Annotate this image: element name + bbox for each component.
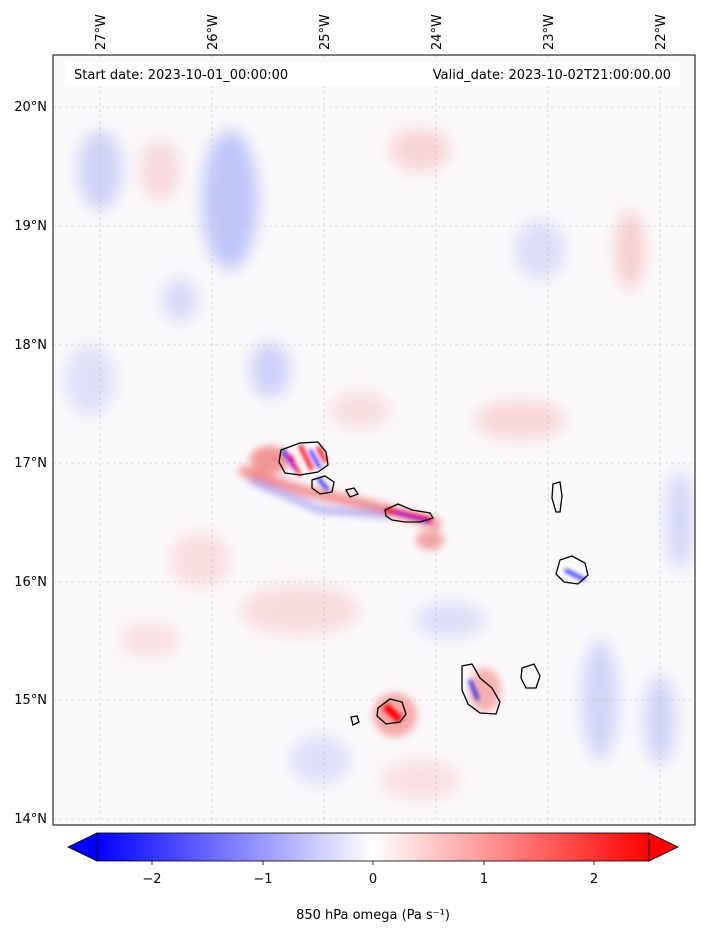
- island-sal: [551, 481, 563, 513]
- map-frame: [52, 54, 696, 826]
- lon-tick-label: 23°W: [542, 14, 557, 50]
- colorbar-extend-max: [648, 832, 679, 862]
- colorbar-tick-label: 0: [369, 872, 377, 887]
- island-coastlines: [278, 441, 589, 726]
- lat-tick-label: 15°N: [14, 693, 47, 708]
- lat-tick-label: 18°N: [14, 338, 47, 353]
- island-maio: [520, 663, 541, 689]
- island-brava: [350, 715, 360, 726]
- island-sao-vicente: [311, 475, 335, 495]
- lat-axis-labels: 20°N 19°N 18°N 17°N 16°N 15°N 14°N: [14, 100, 47, 827]
- colorbar-tick-label: −1: [253, 872, 272, 887]
- lat-tick-label: 14°N: [14, 812, 47, 827]
- lon-tick-label: 22°W: [654, 14, 669, 50]
- island-santa-luzia: [345, 487, 359, 498]
- gridlines: [53, 55, 695, 825]
- lat-tick-label: 16°N: [14, 575, 47, 590]
- colorbar-extend-min: [67, 832, 98, 862]
- lon-axis-labels: 27°W 26°W 25°W 24°W 23°W 22°W: [94, 14, 669, 50]
- lat-tick-label: 17°N: [14, 456, 47, 471]
- colorbar-gradient: [96, 832, 650, 862]
- header-box: [65, 62, 680, 86]
- colorbar-tick-label: 1: [480, 872, 488, 887]
- lon-tick-label: 27°W: [94, 14, 109, 50]
- colorbar-tick-label: −2: [142, 872, 161, 887]
- lon-tick-label: 26°W: [206, 14, 221, 50]
- lon-tick-label: 25°W: [318, 14, 333, 50]
- colorbar-tick-label: 2: [590, 872, 598, 887]
- colorbar: −2 −1 0 1 2 850 hPa omega (Pa s⁻¹): [67, 832, 679, 923]
- valid-date-label: Valid_date: 2023-10-02T21:00:00.00: [433, 68, 671, 83]
- island-fogo: [376, 698, 407, 725]
- island-santiago: [461, 663, 501, 715]
- start-date-label: Start date: 2023-10-01_00:00:00: [74, 68, 288, 83]
- island-sao-nicolau: [384, 503, 434, 523]
- colorbar-label: 850 hPa omega (Pa s⁻¹): [296, 908, 450, 923]
- island-boa-vista: [555, 555, 589, 585]
- omega-field: [53, 55, 695, 825]
- island-santo-antao: [278, 441, 329, 476]
- lon-tick-label: 24°W: [430, 14, 445, 50]
- lat-tick-label: 19°N: [14, 219, 47, 234]
- lat-tick-label: 20°N: [14, 100, 47, 115]
